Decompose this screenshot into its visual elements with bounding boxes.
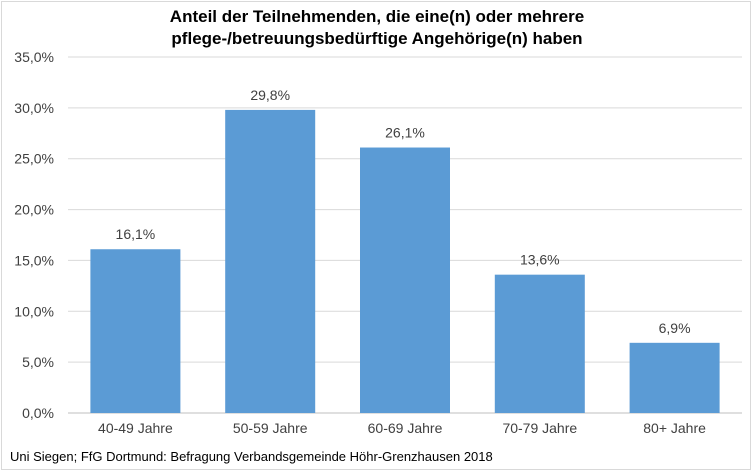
source-note: Uni Siegen; FfG Dortmund: Befragung Verb… — [10, 449, 493, 464]
y-tick-label: 25,0% — [14, 151, 54, 167]
x-category-label: 70-79 Jahre — [502, 420, 577, 436]
bar — [225, 109, 316, 414]
bar-value-label: 16,1% — [116, 226, 156, 242]
chart-title-line-2: pflege-/betreuungsbedürftige Angehörige(… — [171, 29, 583, 48]
y-tick-label: 5,0% — [22, 354, 54, 370]
y-tick-label: 30,0% — [14, 100, 54, 116]
bar — [90, 249, 181, 413]
y-tick-label: 35,0% — [14, 49, 54, 65]
x-axis: 40-49 Jahre 50-59 Jahre 60-69 Jahre 70-79 J… — [98, 420, 706, 436]
chart-title-line-1: Anteil der Teilnehmenden, die eine(n) od… — [169, 7, 585, 26]
bar — [494, 274, 585, 413]
bar — [360, 147, 450, 414]
bar-value-label: 29,8% — [250, 87, 290, 103]
x-category-label: 60-69 Jahre — [368, 420, 443, 436]
y-tick-label: 0,0% — [22, 405, 54, 421]
y-tick-label: 10,0% — [14, 303, 54, 319]
y-axis: 0,0% 5,0% 10,0% 15,0% 20,0% 25,0% 30,0% 35,0% — [14, 49, 54, 421]
bar-value-label: 6,9% — [659, 320, 691, 336]
bar — [629, 342, 720, 413]
chart-title: Anteil der Teilnehmenden, die eine(n) od… — [0, 6, 754, 50]
bars — [90, 109, 720, 414]
y-tick-label: 20,0% — [14, 202, 54, 218]
x-category-label: 50-59 Jahre — [233, 420, 308, 436]
bar-value-label: 13,6% — [520, 252, 560, 268]
x-category-label: 80+ Jahre — [643, 420, 706, 436]
x-category-label: 40-49 Jahre — [98, 420, 173, 436]
data-labels: 16,1% 29,8% 26,1% 13,6% 6,9% — [116, 87, 691, 336]
y-tick-label: 15,0% — [14, 252, 54, 268]
bar-value-label: 26,1% — [385, 125, 425, 141]
